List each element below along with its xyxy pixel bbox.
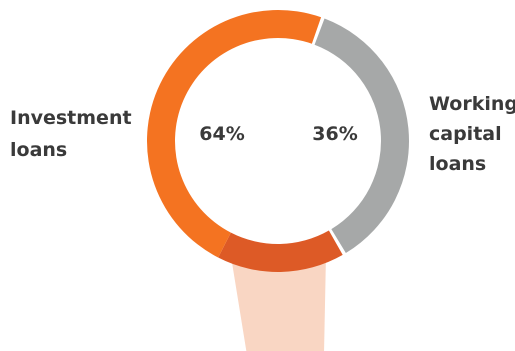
slice-investment-highlight (218, 230, 343, 272)
legend-label-working-capital: Working capital loans (429, 93, 515, 175)
slice-investment (147, 9, 322, 258)
legend-label-investment: Investment loans (10, 107, 138, 161)
value-label-working-capital: 36% (312, 123, 357, 145)
slice-working-capital (314, 18, 409, 254)
highlight-callout (230, 252, 327, 351)
donut-arcs (147, 9, 409, 272)
value-label-investment: 64% (199, 123, 244, 145)
